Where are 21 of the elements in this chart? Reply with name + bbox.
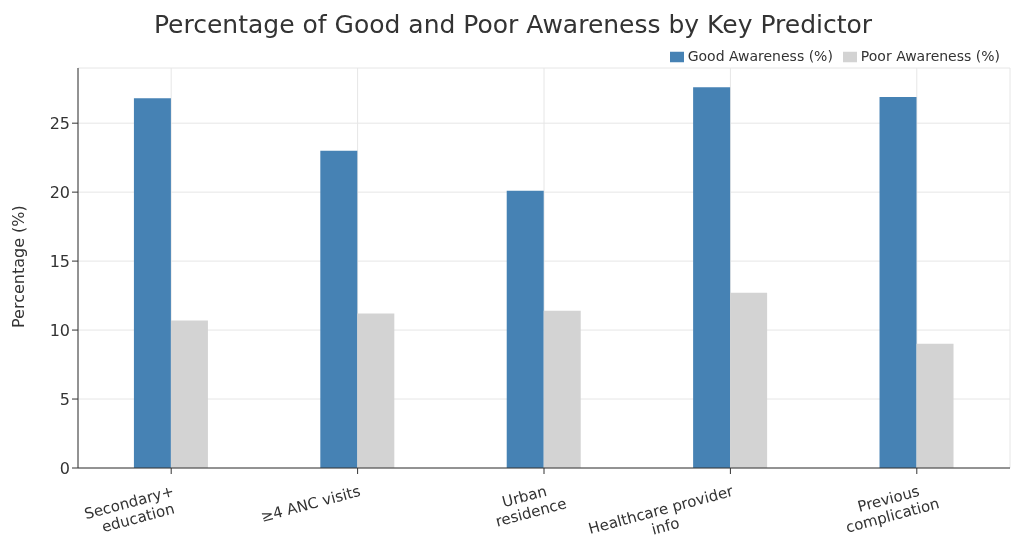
y-tick-label: 0 bbox=[59, 458, 70, 478]
legend-label: Good Awareness (%) bbox=[687, 48, 833, 64]
bar bbox=[543, 310, 581, 468]
y-tick-label: 10 bbox=[49, 320, 70, 340]
bar bbox=[730, 292, 768, 468]
bar bbox=[357, 313, 395, 468]
chart-title: Percentage of Good and Poor Awareness by Key Predictor bbox=[152, 9, 874, 41]
bar bbox=[133, 98, 171, 468]
bar bbox=[879, 96, 917, 468]
bar bbox=[693, 87, 731, 468]
bar bbox=[320, 150, 358, 468]
y-tick-label: 5 bbox=[59, 389, 70, 409]
bar bbox=[170, 320, 208, 468]
y-tick-label: 15 bbox=[49, 251, 70, 271]
legend-label: Poor Awareness (%) bbox=[860, 48, 1000, 64]
y-tick-label: 25 bbox=[49, 113, 70, 133]
bar bbox=[506, 190, 544, 468]
y-axis-title: Percentage (%) bbox=[8, 205, 28, 328]
bar bbox=[916, 343, 954, 468]
y-tick-label: 20 bbox=[49, 182, 70, 202]
x-tick-label: ≥4 ANC visits bbox=[258, 481, 363, 526]
